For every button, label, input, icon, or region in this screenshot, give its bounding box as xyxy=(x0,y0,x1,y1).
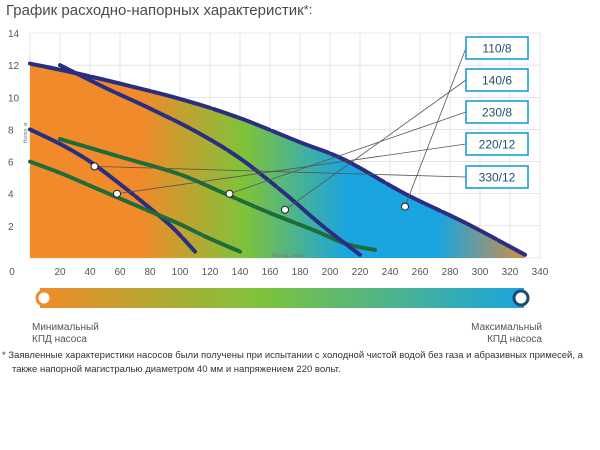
min-efficiency-marker xyxy=(35,289,53,307)
series-labels: 110/8 140/6 230/8 220/12 330/12 xyxy=(90,36,529,214)
max-efficiency-line1: Максимальный xyxy=(471,322,542,333)
x-tick-label: 140 xyxy=(232,267,249,278)
curve-220-12 xyxy=(58,63,362,257)
max-efficiency-line2: КПД насоса xyxy=(487,334,542,345)
x-tick-label: 100 xyxy=(172,267,189,278)
min-efficiency-line1: Минимальный xyxy=(32,322,99,333)
series-label-box xyxy=(465,36,529,60)
series-label-text: 110/8 xyxy=(482,42,511,56)
efficiency-gradient-fill xyxy=(30,63,525,258)
x-tick-label: 160 xyxy=(262,267,279,278)
x-tick-label: 180 xyxy=(292,267,309,278)
x-tick-label: 320 xyxy=(502,267,519,278)
chart-title: График расходно-напорных характеристик*: xyxy=(6,2,312,19)
y-tick-label: 12 xyxy=(8,61,20,72)
series-label-box xyxy=(465,68,529,92)
x-tick-label: 60 xyxy=(114,267,126,278)
series-label-text: 220/12 xyxy=(479,138,516,152)
efficiency-gradient-bar xyxy=(40,288,524,308)
x-tick-label: 240 xyxy=(382,267,399,278)
x-tick-label: 220 xyxy=(352,267,369,278)
label-marker xyxy=(113,189,121,198)
leader-line xyxy=(404,47,467,207)
label-marker xyxy=(401,202,409,211)
min-efficiency-label: Минимальный КПД насоса xyxy=(32,322,99,346)
footnote-line2: также напорной магистралью диаметром 40 … xyxy=(12,364,341,375)
title-footnote-mark: *: xyxy=(303,2,313,17)
tick-labels: 0 20 40 60 80 100 120 140 160 180 200 220 240 260 280 3… xyxy=(8,29,549,278)
pump-performance-chart: 0 20 40 60 80 100 120 140 160 180 200 220 240 260 280 3… xyxy=(8,29,549,308)
x-tick-label: 300 xyxy=(472,267,489,278)
x-tick-label: 280 xyxy=(442,267,459,278)
x-tick-label: 340 xyxy=(532,267,549,278)
y-tick-label: 4 xyxy=(8,190,14,201)
label-marker xyxy=(225,189,234,198)
chart-title-text: График расходно-напорных характеристик xyxy=(6,2,304,19)
efficiency-area xyxy=(30,63,525,258)
x-tick-label: 80 xyxy=(144,267,156,278)
y-axis-label: Напор, м xyxy=(23,122,29,143)
series-label-text: 230/8 xyxy=(482,106,512,120)
series-label-text: 330/12 xyxy=(479,171,516,185)
y-tick-label: 2 xyxy=(8,222,14,233)
series-label-box xyxy=(465,165,529,189)
max-efficiency-marker xyxy=(512,289,530,307)
footnote: * Заявленные характеристики насосов были… xyxy=(2,349,598,377)
curve-330-12 xyxy=(28,61,527,257)
x-tick-label: 120 xyxy=(202,267,219,278)
max-efficiency-label: Максимальный КПД насоса xyxy=(471,322,542,346)
series-label-box xyxy=(465,100,529,124)
leader-line xyxy=(94,165,467,178)
x-tick-label: 0 xyxy=(9,267,15,278)
x-tick-label: 20 xyxy=(54,267,66,278)
x-tick-label: 200 xyxy=(322,267,339,278)
x-axis-label: Расход, л/мин xyxy=(272,253,305,259)
efficiency-scale-bar xyxy=(35,288,530,308)
curves-layer xyxy=(28,61,527,257)
label-marker xyxy=(90,162,99,171)
y-tick-label: 6 xyxy=(8,158,14,169)
leader-line xyxy=(116,143,467,195)
leader-line xyxy=(284,79,467,211)
curve-110-8 xyxy=(28,127,197,254)
series-label-text: 140/6 xyxy=(482,74,512,88)
label-marker xyxy=(281,205,289,214)
x-tick-label: 40 xyxy=(84,267,96,278)
x-tick-label: 260 xyxy=(412,267,429,278)
series-label-box xyxy=(465,132,529,156)
y-tick-label: 10 xyxy=(8,93,20,104)
y-tick-label: 8 xyxy=(8,125,14,136)
footnote-line1: * Заявленные характеристики насосов были… xyxy=(2,350,583,361)
y-tick-label: 14 xyxy=(8,29,20,40)
min-efficiency-line2: КПД насоса xyxy=(32,334,87,345)
leader-line xyxy=(229,111,467,195)
curve-140-6 xyxy=(28,159,242,254)
